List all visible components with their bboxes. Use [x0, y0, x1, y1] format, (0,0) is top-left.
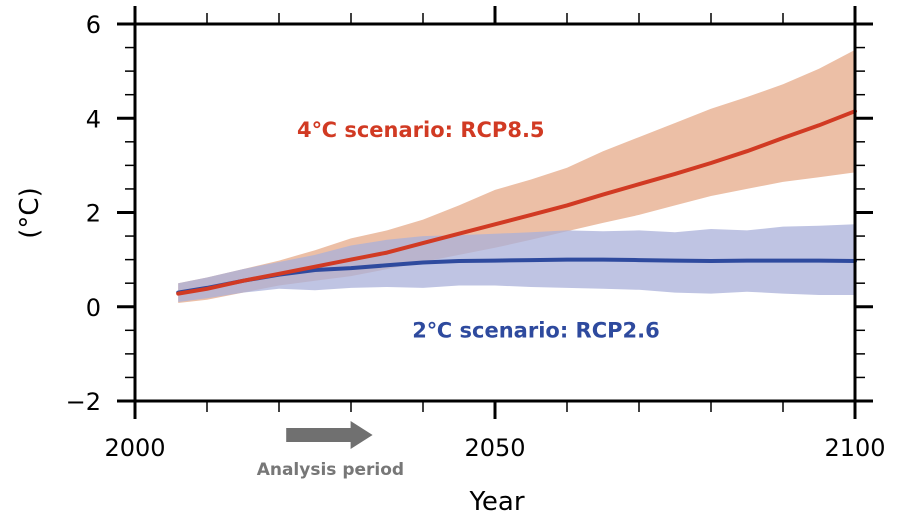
- x-tick-label: 2100: [824, 434, 885, 462]
- mean-lines: [176, 109, 857, 296]
- tick-labels: 2000 2050 2100 −2 0 2 4 6: [66, 11, 886, 462]
- band-series-1: [178, 224, 855, 302]
- analysis-period-label: Analysis period: [257, 460, 404, 480]
- y-axis-title: (°C): [15, 187, 45, 238]
- y-tick-label: 6: [86, 11, 101, 39]
- x-tick-label: 2000: [104, 434, 165, 462]
- axes: [117, 6, 873, 419]
- y-tick-label: 0: [86, 294, 101, 322]
- y-tick-label: −2: [66, 388, 101, 416]
- mean-line-series-0: [176, 109, 857, 296]
- band-series-0: [178, 49, 855, 304]
- uncertainty-bands: [178, 49, 855, 304]
- y-tick-label: 2: [86, 200, 101, 228]
- x-tick-label: 2050: [464, 434, 525, 462]
- y-tick-label: 4: [86, 105, 101, 133]
- annotation-rcp26: 2℃ scenario: RCP2.6: [412, 318, 660, 342]
- x-axis-title: Year: [468, 487, 524, 517]
- annotation-rcp85: 4℃ scenario: RCP8.5: [297, 118, 545, 142]
- analysis-period-arrow-icon: [286, 421, 373, 449]
